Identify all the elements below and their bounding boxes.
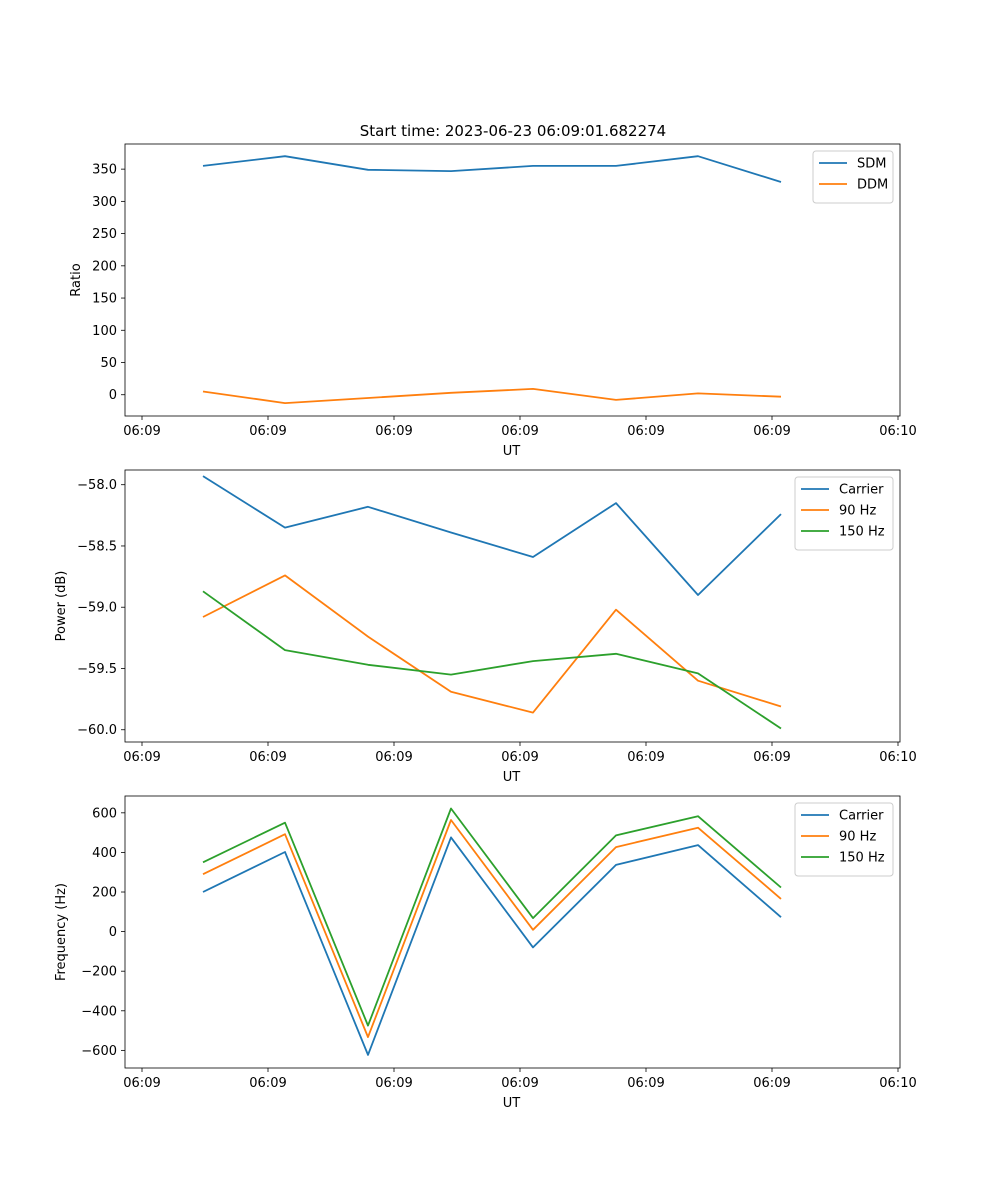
- panel-frequency: 06:09 06:09 06:09 06:09 06:09 06:09 06:10 −600 −…: [54, 795, 917, 1111]
- series-line-90-hz: [202, 819, 782, 1038]
- legend-entry: 90 Hz: [839, 830, 876, 845]
- legend-box: [812, 150, 894, 204]
- x-tick-label: 06:09: [123, 1076, 160, 1091]
- y-tick-label: 200: [92, 259, 117, 274]
- y-tick-label: −60.0: [77, 723, 117, 738]
- series-line-ddm: [202, 387, 782, 405]
- x-tick-label: 06:09: [753, 424, 790, 439]
- x-tick-label: 06:10: [879, 424, 916, 439]
- x-tick-label: 06:09: [501, 750, 538, 765]
- x-tick-label: 06:10: [879, 1076, 916, 1091]
- y-tick-label: 100: [92, 324, 117, 339]
- x-tick-label: 06:09: [753, 1076, 790, 1091]
- x-tick-label: 06:09: [627, 1076, 664, 1091]
- y-tick-label: −200: [81, 965, 117, 980]
- x-tick-label: 06:09: [249, 1076, 286, 1091]
- y-tick-label: 0: [109, 388, 117, 403]
- y-tick-label: −58.0: [77, 478, 117, 493]
- legend: Carrier 90 Hz 150 Hz: [794, 802, 894, 877]
- series-line-carrier: [202, 475, 782, 596]
- x-tick-label: 06:09: [375, 1076, 412, 1091]
- series-line-150-hz: [202, 590, 782, 730]
- y-tick-label: 250: [92, 227, 117, 242]
- x-axis-label: UT: [503, 444, 521, 459]
- legend-entry: Carrier: [839, 809, 884, 824]
- legend: SDM DDM: [812, 150, 894, 204]
- y-tick-label: −400: [81, 1004, 117, 1019]
- legend-entry: Carrier: [839, 483, 884, 498]
- x-tick-label: 06:09: [627, 750, 664, 765]
- y-tick-label: 200: [92, 886, 117, 901]
- chart-title: Start time: 2023-06-23 06:09:01.682274: [360, 122, 666, 140]
- legend-entry: 90 Hz: [839, 504, 876, 519]
- y-tick-label: −59.0: [77, 601, 117, 616]
- legend: Carrier 90 Hz 150 Hz: [794, 476, 894, 551]
- series-line-150-hz: [202, 807, 782, 1027]
- legend-entry: DDM: [857, 178, 888, 193]
- y-axis-label: Frequency (Hz): [54, 883, 69, 981]
- legend-entry: SDM: [857, 157, 886, 172]
- x-tick-label: 06:09: [249, 424, 286, 439]
- x-tick-label: 06:09: [501, 1076, 538, 1091]
- series-line-sdm: [202, 155, 782, 183]
- x-tick-label: 06:09: [249, 750, 286, 765]
- y-tick-label: −58.5: [77, 539, 117, 554]
- y-tick-label: 350: [92, 163, 117, 178]
- y-tick-label: −59.5: [77, 662, 117, 677]
- x-tick-label: 06:09: [627, 424, 664, 439]
- y-axis-label: Ratio: [69, 263, 84, 296]
- y-tick-label: 600: [92, 806, 117, 821]
- x-tick-label: 06:09: [375, 424, 412, 439]
- axes-frame: [124, 795, 901, 1069]
- series-line-90-hz: [202, 574, 782, 714]
- panel-power: 06:09 06:09 06:09 06:09 06:09 06:09 06:10 −60.0…: [54, 469, 917, 785]
- y-tick-label: 0: [109, 925, 117, 940]
- legend-entry: 150 Hz: [839, 851, 885, 866]
- y-tick-label: 150: [92, 292, 117, 307]
- x-tick-label: 06:09: [501, 424, 538, 439]
- axes-frame: [124, 143, 901, 417]
- axes-frame: [124, 469, 901, 743]
- series-line-carrier: [202, 836, 782, 1056]
- legend-entry: 150 Hz: [839, 525, 885, 540]
- y-tick-label: −600: [81, 1044, 117, 1059]
- x-axis-label: UT: [503, 1096, 521, 1111]
- panel-ratio: 06:09 06:09 06:09 06:09 06:09 06:09 06:10 0 50 10…: [69, 143, 917, 459]
- y-tick-label: 300: [92, 195, 117, 210]
- x-axis-label: UT: [503, 770, 521, 785]
- y-tick-label: 400: [92, 846, 117, 861]
- y-axis-label: Power (dB): [54, 571, 69, 642]
- x-tick-label: 06:09: [123, 424, 160, 439]
- x-tick-label: 06:09: [753, 750, 790, 765]
- y-tick-label: 50: [100, 356, 117, 371]
- x-tick-label: 06:10: [879, 750, 916, 765]
- x-tick-label: 06:09: [123, 750, 160, 765]
- x-tick-label: 06:09: [375, 750, 412, 765]
